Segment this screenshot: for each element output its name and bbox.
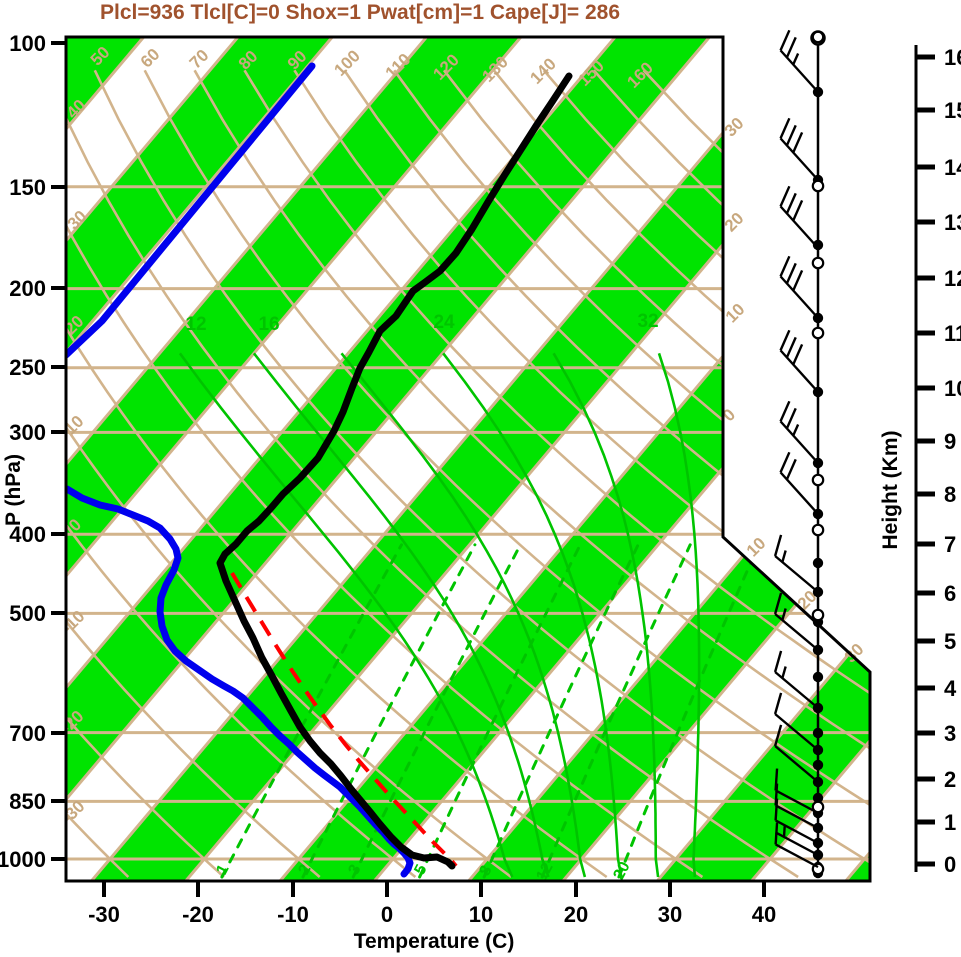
svg-text:5: 5 <box>944 629 956 654</box>
plot-border <box>64 35 872 883</box>
svg-text:Temperature (C): Temperature (C) <box>354 930 515 953</box>
svg-text:30: 30 <box>658 902 682 927</box>
wind-barb <box>779 451 819 515</box>
staff-open-dot <box>811 30 825 44</box>
wind-barb <box>779 255 819 319</box>
temperature-curve <box>216 72 573 870</box>
chart-title: Plcl=936 Tlcl[C]=0 Shox=1 Pwat[cm]=1 Cap… <box>100 1 620 24</box>
svg-text:10: 10 <box>469 902 493 927</box>
svg-text:13: 13 <box>944 210 961 235</box>
svg-text:1: 1 <box>944 810 956 835</box>
svg-text:14: 14 <box>944 155 961 180</box>
svg-text:32: 32 <box>637 311 658 332</box>
svg-text:15: 15 <box>944 98 961 123</box>
svg-text:40: 40 <box>752 902 776 927</box>
svg-text:500: 500 <box>9 601 46 626</box>
wind-barb <box>773 650 819 709</box>
svg-text:100: 100 <box>9 31 46 56</box>
svg-text:24: 24 <box>433 312 455 333</box>
svg-text:-30: -30 <box>88 902 120 927</box>
svg-text:1000: 1000 <box>0 847 46 872</box>
wind-barb <box>779 185 819 249</box>
svg-text:7: 7 <box>944 532 956 557</box>
svg-text:10: 10 <box>944 376 961 401</box>
staff-open-dot <box>811 473 825 487</box>
svg-text:6: 6 <box>944 581 956 606</box>
svg-text:12: 12 <box>533 860 556 884</box>
svg-text:3: 3 <box>944 721 956 746</box>
svg-text:8: 8 <box>944 482 956 507</box>
svg-text:Height (Km): Height (Km) <box>879 431 902 550</box>
svg-text:10: 10 <box>722 300 749 327</box>
svg-text:200: 200 <box>9 276 46 301</box>
sounding-profiles <box>66 62 573 878</box>
svg-text:4: 4 <box>944 676 957 701</box>
svg-text:700: 700 <box>9 721 46 746</box>
staff-dot <box>812 759 824 771</box>
svg-text:30: 30 <box>721 114 748 141</box>
parcel-path-curve <box>230 571 458 868</box>
staff-dot <box>812 792 824 804</box>
wind-barb <box>779 29 819 93</box>
wind-barb <box>773 724 819 783</box>
svg-text:P (hPa): P (hPa) <box>2 454 25 526</box>
wind-barb <box>775 824 819 857</box>
staff-open-dot <box>811 523 825 537</box>
staff-dot <box>812 727 824 739</box>
svg-text:9: 9 <box>944 429 956 454</box>
mixing-ratio-lines <box>220 543 761 879</box>
svg-text:850: 850 <box>9 789 46 814</box>
moist-adiabat-lines <box>178 352 701 878</box>
staff-open-dot <box>811 256 825 270</box>
svg-text:12: 12 <box>944 266 961 291</box>
staff-dot <box>812 557 824 569</box>
svg-text:11: 11 <box>944 321 961 346</box>
staff-open-dot <box>811 326 825 340</box>
staff-open-dot <box>811 179 825 193</box>
svg-text:2: 2 <box>944 767 956 792</box>
svg-text:400: 400 <box>9 522 46 547</box>
svg-text:-20: -20 <box>182 902 214 927</box>
svg-text:16: 16 <box>944 45 961 70</box>
staff-open-dot <box>811 608 825 622</box>
staff-dot <box>812 671 824 683</box>
staff-dot <box>812 239 824 251</box>
svg-text:-10: -10 <box>277 902 309 927</box>
wind-barb <box>779 117 819 181</box>
wind-barb <box>779 400 819 464</box>
svg-text:0: 0 <box>944 852 956 877</box>
wind-barb <box>774 822 819 869</box>
wind-barb <box>774 798 819 845</box>
svg-text:150: 150 <box>9 175 46 200</box>
svg-text:300: 300 <box>9 420 46 445</box>
svg-text:10: 10 <box>743 534 770 561</box>
svg-text:0: 0 <box>381 902 393 927</box>
svg-text:20: 20 <box>610 859 633 883</box>
wind-barb-column <box>773 29 826 879</box>
svg-text:20: 20 <box>721 209 748 236</box>
dewpoint-curve-upper <box>66 62 316 359</box>
svg-text:12: 12 <box>185 314 206 335</box>
svg-text:250: 250 <box>9 355 46 380</box>
wind-barb <box>773 692 819 751</box>
wind-barb <box>773 534 819 593</box>
wind-barb <box>773 592 819 651</box>
svg-text:16: 16 <box>258 314 279 335</box>
wind-barb <box>779 329 819 393</box>
svg-text:20: 20 <box>564 902 588 927</box>
